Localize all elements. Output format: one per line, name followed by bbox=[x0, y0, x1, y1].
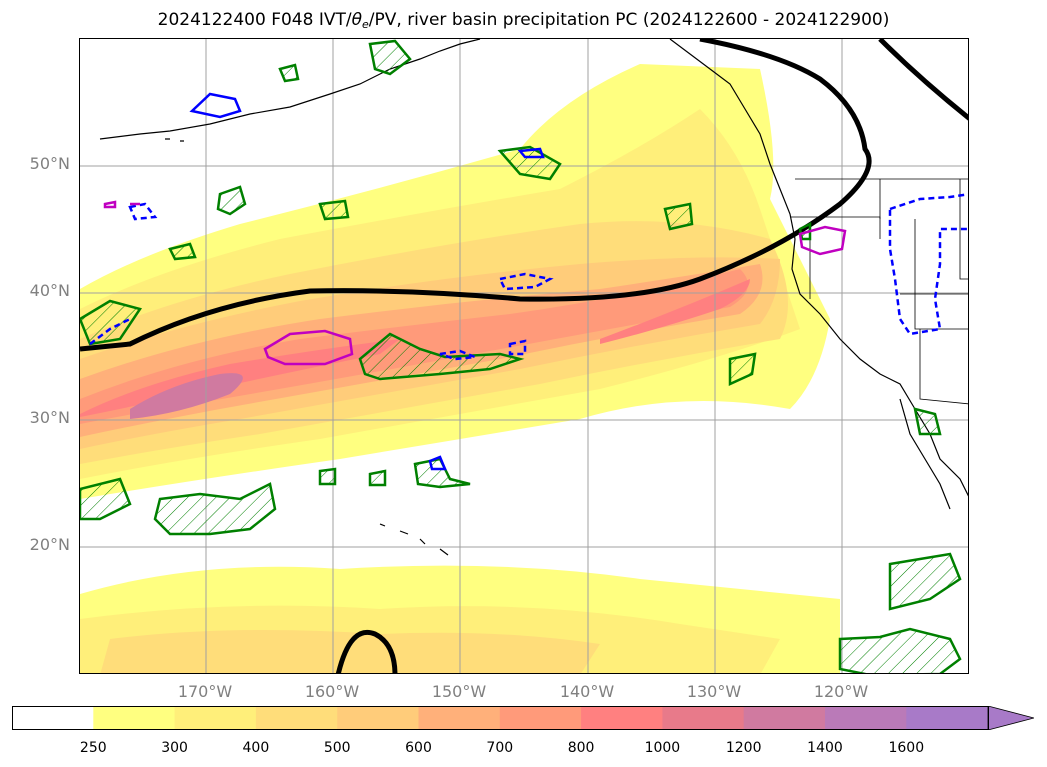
lon-label-120w: 120°W bbox=[813, 682, 869, 701]
colorbar bbox=[12, 706, 1034, 730]
colorbar-label: 500 bbox=[323, 740, 351, 756]
lat-label-40: 40°N bbox=[29, 281, 70, 300]
precip-contours bbox=[103, 200, 847, 366]
ivt-south-band-400 bbox=[100, 630, 600, 673]
lon-label-150w: 150°W bbox=[431, 682, 487, 701]
title-prefix: 2024122400 F048 IVT/ bbox=[157, 10, 352, 30]
colorbar-label: 1200 bbox=[725, 740, 762, 756]
colorbar-cell bbox=[174, 706, 257, 730]
colorbar-cell bbox=[255, 706, 338, 730]
map-panel bbox=[79, 38, 969, 674]
map-svg bbox=[80, 39, 968, 673]
colorbar-cell bbox=[418, 706, 501, 730]
colorbar-label: 1400 bbox=[807, 740, 843, 756]
colorbar-label: 250 bbox=[79, 740, 107, 756]
gridlines bbox=[80, 39, 968, 673]
colorbar-cell bbox=[581, 706, 663, 730]
colorbar-extend-arrow bbox=[987, 706, 1034, 730]
lat-label-30: 30°N bbox=[29, 408, 70, 427]
colorbar-cell bbox=[743, 706, 826, 730]
title-subscript: e bbox=[362, 18, 369, 31]
ivt-main-1000 bbox=[130, 373, 243, 419]
colorbar-cell bbox=[499, 706, 582, 730]
lat-label-50: 50°N bbox=[29, 154, 70, 173]
colorbar-cell bbox=[12, 706, 94, 730]
colorbar-cell bbox=[337, 706, 419, 730]
coastlines bbox=[99, 39, 968, 556]
colorbar-cells bbox=[12, 706, 989, 730]
colorbar-label: 400 bbox=[242, 740, 270, 756]
lon-label-140w: 140°W bbox=[559, 682, 615, 701]
theta-positive-contours bbox=[80, 39, 962, 673]
colorbar-label: 600 bbox=[405, 740, 432, 756]
colorbar-label: 1000 bbox=[644, 740, 681, 756]
lon-label-130w: 130°W bbox=[686, 682, 742, 701]
title-theta: θ bbox=[351, 10, 362, 30]
title-suffix: /PV, river basin precipitation PC (20241… bbox=[368, 10, 890, 30]
lon-label-160w: 160°W bbox=[304, 682, 360, 701]
pv-contours bbox=[80, 39, 968, 673]
colorbar-cell bbox=[906, 706, 989, 730]
theta-negative-contours bbox=[89, 92, 968, 471]
colorbar-cell bbox=[93, 706, 176, 730]
colorbar-label: 700 bbox=[486, 740, 514, 756]
colorbar-frame bbox=[12, 706, 989, 730]
boundaries bbox=[790, 178, 968, 405]
colorbar-label: 1600 bbox=[888, 740, 925, 756]
colorbar-label: 800 bbox=[567, 740, 595, 756]
figure-title: 2024122400 F048 IVT/θe/PV, river basin p… bbox=[0, 10, 1047, 31]
colorbar-cell bbox=[662, 706, 745, 730]
lat-label-20: 20°N bbox=[29, 535, 70, 554]
colorbar-cell bbox=[825, 706, 907, 730]
lon-label-170w: 170°W bbox=[177, 682, 233, 701]
colorbar-label: 300 bbox=[161, 740, 188, 756]
